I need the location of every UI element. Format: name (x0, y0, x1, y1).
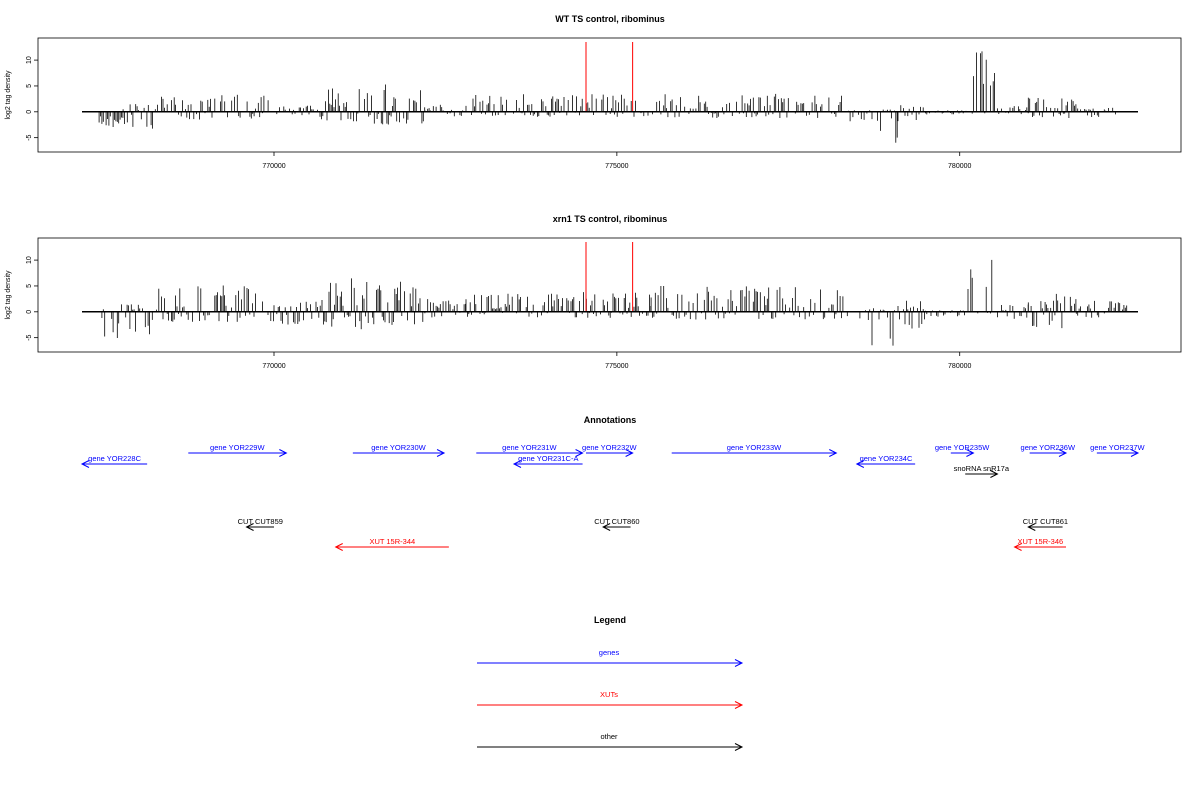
annotation-feature-label: gene YOR230W (371, 443, 426, 452)
feature-arrow-head (734, 743, 744, 751)
annotation-feature: CUT CUT859 (238, 517, 283, 531)
annotation-feature: gene YOR236W (1021, 443, 1076, 457)
annotation-features: gene YOR228C gene YOR229W gene YOR230W gene… (80, 443, 1146, 551)
legend-entry: XUTs (477, 690, 744, 709)
annotation-feature-label: gene YOR229W (210, 443, 265, 452)
feature-arrow-head (1013, 543, 1022, 551)
annotation-feature: gene YOR233W (671, 443, 838, 457)
wt-track-x-axis: 770000 775000 780000 (262, 152, 971, 170)
annotations-title: Annotations (584, 415, 637, 425)
feature-arrow-head (734, 659, 744, 667)
annotation-feature-label: gene YOR237W (1090, 443, 1145, 452)
annotation-feature: gene YOR229W (188, 443, 288, 457)
feature-arrow-head (829, 449, 838, 457)
feature-arrow-head (1027, 523, 1036, 531)
legend-entry: genes (477, 648, 744, 667)
annotation-feature-label: CUT CUT859 (238, 517, 283, 526)
feature-arrow-head (575, 449, 584, 457)
annotation-feature: gene YOR228C (80, 454, 148, 468)
feature-arrow-head (855, 460, 865, 468)
annotation-feature-label: gene YOR236W (1021, 443, 1076, 452)
annotation-feature-label: gene YOR233W (727, 443, 782, 452)
x-tick-label: 775000 (605, 163, 628, 170)
xrn1-track-plot-frame (37, 237, 1182, 353)
annotation-feature-label: gene YOR228C (88, 454, 141, 463)
wt-track-plot-frame (37, 37, 1182, 153)
annotation-feature-label: gene YOR235W (935, 443, 990, 452)
feature-arrow-head (625, 449, 634, 457)
annotation-feature: gene YOR230W (352, 443, 446, 457)
y-tick-label: 0 (26, 310, 33, 314)
xrn1-track-signal (101, 259, 1128, 346)
y-tick-label: -5 (26, 134, 33, 140)
wt-track-panel: WT TS control, ribominus log2 tag densit… (5, 14, 1182, 170)
y-tick-label: 10 (26, 56, 33, 64)
annotation-feature: gene YOR234C (855, 454, 916, 468)
feature-arrow-head (80, 460, 90, 468)
annotation-feature: CUT CUT860 (594, 517, 640, 531)
annotation-feature-label: XUT 15R-346 (1017, 537, 1063, 546)
legend-entry-label: XUTs (600, 690, 618, 699)
y-tick-label: 10 (26, 256, 33, 264)
y-tick-label: -5 (26, 334, 33, 340)
x-tick-label: 770000 (262, 363, 285, 370)
annotation-feature-label: XUT 15R-344 (369, 537, 415, 546)
wt-track-y-axis: -5 0 5 10 (26, 56, 38, 141)
legend-entry-label: other (600, 732, 618, 741)
annotation-feature: CUT CUT861 (1023, 517, 1068, 531)
legend-panel: Legend genes XUTs other (477, 615, 744, 751)
annotation-feature: gene YOR235W (935, 443, 990, 457)
annotation-feature: XUT 15R-346 (1013, 537, 1066, 551)
annotation-feature: gene YOR237W (1090, 443, 1146, 457)
x-tick-label: 770000 (262, 163, 285, 170)
feature-arrow-head (734, 701, 744, 709)
xrn1-track-ylabel: log2 tag density (5, 270, 12, 320)
wt-track-ylabel: log2 tag density (5, 70, 12, 120)
feature-arrow-head (1058, 449, 1068, 457)
xrn1-track-markers (585, 242, 634, 312)
x-tick-label: 780000 (948, 163, 971, 170)
feature-arrow-head (334, 543, 343, 551)
legend-entries: genes XUTs other (477, 648, 744, 751)
xrn1-track-panel: xrn1 TS control, ribominus log2 tag dens… (5, 214, 1182, 370)
legend-title: Legend (594, 615, 626, 625)
xrn1-track-y-axis: -5 0 5 10 (26, 256, 38, 341)
annotation-feature: gene YOR232W (582, 443, 637, 457)
legend-entry-label: genes (599, 648, 620, 657)
xrn1-track-title: xrn1 TS control, ribominus (553, 214, 668, 224)
feature-arrow-head (1130, 449, 1140, 457)
annotation-feature-label: gene YOR231C-A (518, 454, 578, 463)
annotation-feature-label: gene YOR234C (860, 454, 913, 463)
annotation-feature-label: CUT CUT860 (594, 517, 639, 526)
legend-entry: other (477, 732, 744, 751)
feature-arrow-head (990, 470, 999, 478)
x-tick-label: 775000 (605, 363, 628, 370)
xrn1-track-x-axis: 770000 775000 780000 (262, 352, 971, 370)
annotation-feature: XUT 15R-344 (334, 537, 449, 551)
wt-track-signal (98, 51, 1116, 143)
feature-arrow-head (436, 449, 446, 457)
feature-arrow-head (512, 460, 522, 468)
annotation-feature-label: CUT CUT861 (1023, 517, 1068, 526)
annotation-feature: gene YOR231W (476, 443, 584, 457)
wt-track-title: WT TS control, ribominus (555, 14, 665, 24)
y-tick-label: 5 (26, 84, 33, 88)
annotation-feature: snoRNA snR17a (954, 464, 1010, 478)
annotation-feature-label: gene YOR232W (582, 443, 637, 452)
y-tick-label: 0 (26, 110, 33, 114)
y-tick-label: 5 (26, 284, 33, 288)
annotation-feature: gene YOR231C-A (512, 454, 583, 468)
feature-arrow-head (966, 449, 975, 457)
wt-track-markers (585, 42, 634, 112)
x-tick-label: 780000 (948, 363, 971, 370)
feature-arrow-head (279, 449, 288, 457)
feature-arrow-head (602, 523, 611, 531)
annotation-feature-label: snoRNA snR17a (954, 464, 1010, 473)
feature-arrow-head (245, 523, 254, 531)
annotation-feature-label: gene YOR231W (502, 443, 557, 452)
